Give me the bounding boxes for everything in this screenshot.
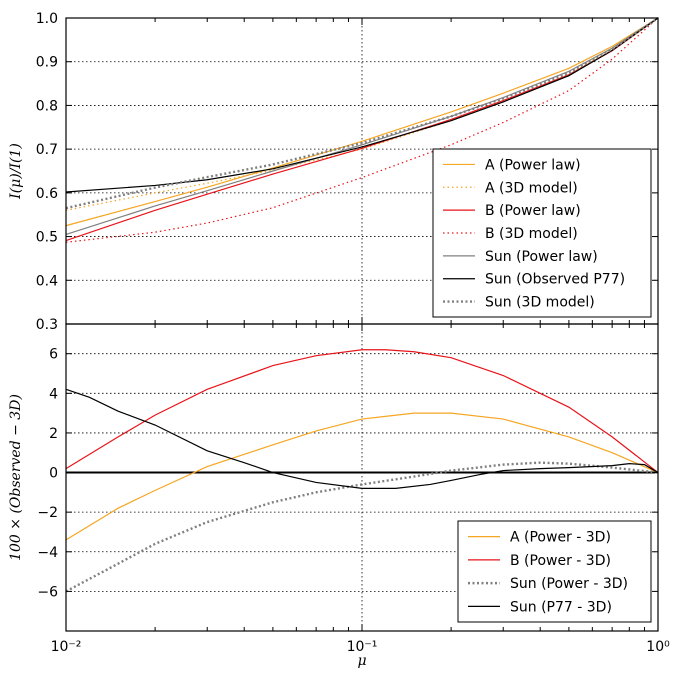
series-line-2 — [65, 461, 659, 593]
y-tick-label: 0.9 — [36, 55, 58, 71]
y-tick-label: 4 — [49, 386, 58, 402]
x-tick-label: 10⁰ — [646, 639, 670, 655]
legend-entry: B (Power law) — [485, 203, 581, 219]
legend-entry: B (3D model) — [485, 226, 578, 242]
y-tick-label: −6 — [37, 584, 58, 600]
y-tick-label: 0 — [49, 466, 58, 482]
y-axis-label: I(μ)/I(1) — [8, 143, 24, 200]
y-axis-label: 100 × (Observed − 3D) — [8, 394, 24, 561]
x-tick-label: 10⁻¹ — [347, 639, 378, 655]
legend-entry: A (3D model) — [485, 180, 578, 196]
x-axis-label: μ — [357, 653, 366, 669]
legend: A (Power law) A (3D model) B (Power law) B … — [432, 148, 652, 318]
legend-entry: A (Power law) — [485, 157, 581, 173]
series-line-0 — [65, 412, 659, 541]
y-tick-label: −4 — [37, 545, 58, 561]
legend-entry: B (Power - 3D) — [510, 553, 611, 569]
y-tick-label: 0.6 — [36, 186, 58, 202]
y-ticks: −6 −4 −2 0 2 4 6 — [37, 347, 658, 600]
legend-entry: Sun (Observed P77) — [485, 272, 625, 288]
legend-box — [457, 520, 652, 623]
legend-entry: Sun (P77 - 3D) — [510, 599, 612, 615]
y-tick-label: 0.3 — [36, 317, 58, 333]
legend: A (Power - 3D) B (Power - 3D) Sun (Power -… — [457, 520, 652, 623]
legend-entry: A (Power - 3D) — [510, 530, 611, 546]
series-line-3 — [65, 17, 659, 243]
series-line-0 — [65, 17, 659, 227]
y-tick-label: 0.8 — [36, 98, 58, 114]
top-panel: 0.3 0.4 0.5 0.6 0.7 0.8 0.9 1.0 I(μ)/I(1) A (Powe… — [8, 11, 659, 333]
legend-entry: Sun (Power law) — [485, 249, 598, 265]
x-ticks: 10⁻² 10⁻¹ 10⁰ — [51, 324, 670, 655]
legend-box — [432, 148, 652, 318]
y-tick-label: 0.7 — [36, 142, 58, 158]
x-ticks — [65, 18, 659, 324]
legend-entry: Sun (3D model) — [485, 295, 595, 311]
legend-entry: Sun (Power - 3D) — [510, 576, 628, 592]
series-line-6 — [65, 17, 659, 210]
bottom-panel: −6 −4 −2 0 2 4 6 10⁻² 10⁻¹ 10⁰ 100 × (Observed − 3… — [8, 323, 670, 669]
x-tick-label: 10⁻² — [51, 639, 82, 655]
y-tick-label: 1.0 — [36, 11, 58, 27]
y-tick-label: 6 — [49, 347, 58, 363]
series-line-1 — [65, 349, 659, 474]
y-tick-label: 2 — [49, 426, 58, 442]
series-line-1 — [65, 17, 659, 211]
y-tick-label: −2 — [37, 505, 58, 521]
series-line-4 — [65, 17, 659, 235]
y-tick-label: 0.4 — [36, 273, 58, 289]
series-line-3 — [65, 388, 659, 489]
y-tick-label: 0.5 — [36, 230, 58, 246]
